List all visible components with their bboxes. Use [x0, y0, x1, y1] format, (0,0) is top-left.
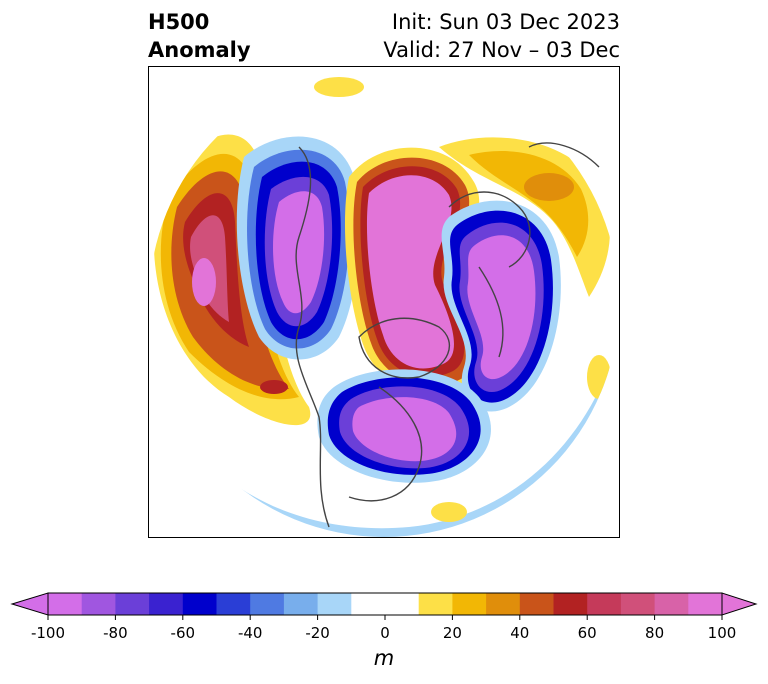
colorbar-swatch — [250, 593, 285, 615]
colorbar-extend-min — [10, 592, 49, 616]
colorbar-tick-label: -20 — [305, 624, 330, 642]
colorbar-swatch — [182, 593, 217, 615]
eurasian-trough — [441, 200, 561, 412]
variable-title: H500 — [148, 10, 210, 34]
title-right: Init: Sun 03 Dec 2023 Valid: 27 Nov – 03… — [383, 8, 620, 64]
colorbar-swatch — [317, 593, 352, 615]
colorbar-swatch — [385, 593, 420, 615]
colorbar-swatch — [452, 593, 487, 615]
colorbar-swatch — [486, 593, 521, 615]
colorbar-tick-label: 20 — [442, 624, 462, 642]
atlantic-ridge — [314, 77, 611, 522]
title-left: H500 Anomaly — [148, 8, 251, 64]
colorbar-swatch — [519, 593, 554, 615]
colorbar-tick-label: 100 — [707, 624, 737, 642]
colorbar-swatch — [654, 593, 689, 615]
colorbar-swatch — [216, 593, 251, 615]
eastern-trough — [317, 369, 491, 483]
colorbar-tick-label: 60 — [577, 624, 597, 642]
colorbar-swatch — [418, 593, 453, 615]
anomaly-field — [149, 77, 619, 537]
anomaly-map — [148, 66, 620, 538]
colorbar-swatch — [115, 593, 150, 615]
colorbar-tick-label: -60 — [170, 624, 196, 642]
colorbar-tick-label: -40 — [237, 624, 263, 642]
colorbar-swatch — [48, 593, 83, 615]
colorbar-swatch — [620, 593, 656, 615]
colorbar-swatch — [688, 593, 723, 615]
map-canvas — [149, 77, 619, 537]
colorbar-tick-label: -80 — [103, 624, 128, 642]
colorbar-unit: m — [373, 646, 395, 670]
colorbar — [10, 592, 758, 620]
colorbar-tick-label: 80 — [645, 624, 665, 642]
arctic-ridge — [344, 147, 485, 395]
colorbar-tick-label: 0 — [380, 624, 390, 642]
colorbar-swatch — [351, 593, 386, 615]
colorbar-swatch — [81, 593, 116, 615]
colorbar-tick-label: -100 — [30, 624, 66, 642]
valid-range: Valid: 27 Nov – 03 Dec — [383, 38, 620, 62]
anomaly-title: Anomaly — [148, 38, 251, 62]
colorbar-tick-label: 40 — [510, 624, 530, 642]
colorbar-swatch — [553, 593, 588, 615]
colorbar-swatch — [149, 593, 184, 615]
init-date: Init: Sun 03 Dec 2023 — [391, 10, 620, 34]
colorbar-swatch — [283, 593, 319, 615]
coastlines — [295, 142, 600, 528]
western-trough — [236, 136, 359, 360]
colorbar-swatch — [587, 593, 622, 615]
colorbar-extend-max — [721, 592, 758, 616]
